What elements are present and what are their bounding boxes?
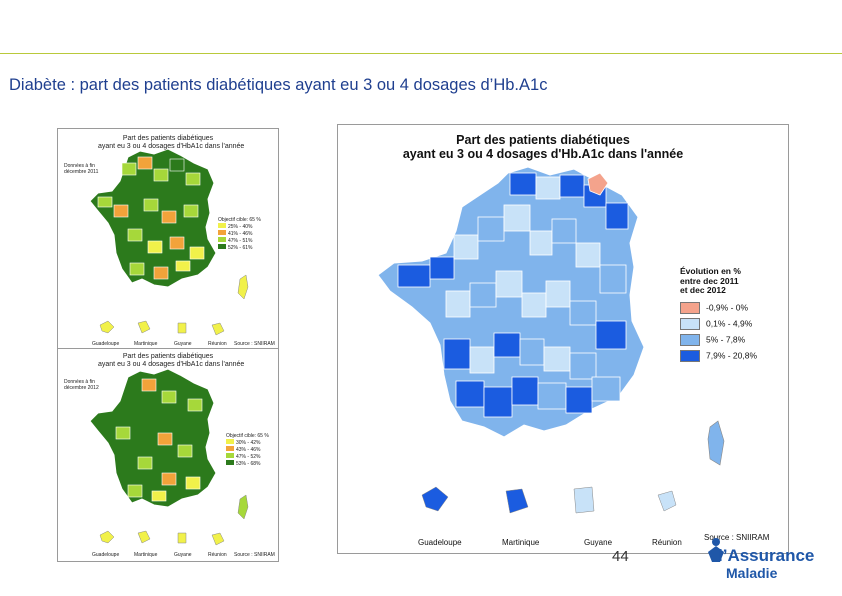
assurance-maladie-logo-icon (708, 538, 724, 562)
legend-item: 47% - 52% (226, 453, 269, 460)
overseas-territories (99, 530, 225, 546)
overseas-territories (99, 320, 225, 336)
map-title: Part des patients diabétiques ayant eu 3… (402, 133, 684, 161)
source-label: Source : SNIIRAM (704, 533, 770, 542)
dom-label: Martinique (134, 552, 158, 558)
map-panel-2012: Part des patients diabétiques ayant eu 3… (57, 348, 279, 562)
france-map-2011 (89, 148, 249, 336)
logo-text: Maladie (726, 565, 778, 581)
dom-label: Martinique (134, 341, 158, 347)
legend-item: 43% - 46% (226, 446, 269, 453)
dom-label: Guyane (174, 552, 192, 558)
legend-item: 47% - 51% (218, 237, 261, 244)
legend-item: 52% - 61% (218, 244, 261, 251)
legend-item: 41% - 46% (218, 230, 261, 237)
map-title: Part des patients diabétiques ayant eu 3… (98, 135, 245, 150)
legend: Objectif cible: 65 % 25% - 40% 41% - 46%… (218, 217, 261, 251)
dom-label: Guadeloupe (92, 552, 120, 558)
dom-label: Martinique (502, 538, 540, 547)
nord-patch (587, 172, 609, 196)
legend-title: Évolution en % entre dec 2011 et dec 201… (680, 266, 741, 295)
dom-label: Guyane (174, 341, 192, 347)
logo-text: l’Assurance (718, 546, 815, 565)
france-outline (89, 368, 217, 508)
france-evolution-map (377, 166, 725, 514)
dom-label: Guyane (584, 538, 613, 547)
corsica (237, 494, 249, 520)
department-patches (97, 156, 205, 280)
legend-item: 30% - 42% (226, 439, 269, 446)
dom-label: Guadeloupe (418, 538, 462, 547)
france-outline (89, 148, 217, 288)
department-patches (115, 378, 203, 502)
department-patches (397, 172, 629, 418)
dom-label: Réunion (208, 341, 227, 347)
legend-item: 53% - 68% (226, 460, 269, 467)
map-panel-2011: Part des patients diabétiques ayant eu 3… (57, 128, 279, 352)
data-date-label: Données à fin décembre 2011 (64, 163, 99, 175)
legend: Objectif cible: 65 % 30% - 42% 43% - 46%… (226, 433, 269, 467)
slide-title: Diabète : part des patients diabétiques … (9, 76, 548, 94)
dom-label: Guadeloupe (92, 341, 120, 347)
map-panel-evolution: Part des patients diabétiques ayant eu 3… (337, 124, 789, 554)
dom-label: Réunion (652, 538, 682, 547)
corsica (237, 274, 249, 300)
data-date-label: Données à fin décembre 2012 (64, 379, 99, 391)
dom-label: Réunion (208, 552, 227, 558)
legend-title: Objectif cible: 65 % (218, 217, 261, 223)
legend-item: -0,9% - 0% (680, 301, 757, 314)
legend-item: 25% - 40% (218, 223, 261, 230)
corsica (707, 420, 725, 466)
legend-item: 0,1% - 4,9% (680, 317, 757, 330)
header-rule (0, 53, 842, 54)
legend-title: Objectif cible: 65 % (226, 433, 269, 439)
legend: Évolution en % entre dec 2011 et dec 201… (680, 266, 757, 362)
page-number: 44 (612, 548, 629, 565)
source-label: Source : SNIIRAM (234, 341, 275, 347)
legend-item: 7,9% - 20,8% (680, 349, 757, 362)
legend-item: 5% - 7,8% (680, 333, 757, 346)
overseas-territories (421, 486, 677, 514)
map-title: Part des patients diabétiques ayant eu 3… (98, 353, 245, 368)
france-map-2012 (89, 368, 249, 546)
source-label: Source : SNIIRAM (234, 552, 275, 558)
